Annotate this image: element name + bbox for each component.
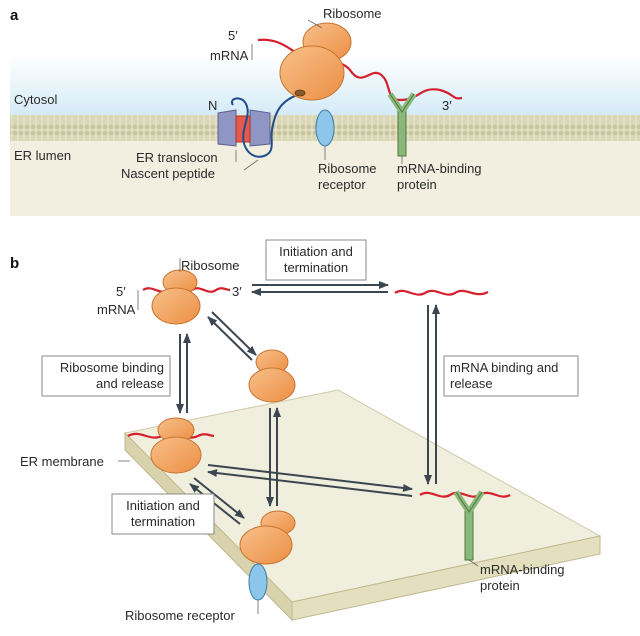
- arrow-free-to-bound: [207, 316, 253, 361]
- arrow-init-term-bottom-forward: [193, 477, 245, 519]
- panel-a-label: a: [10, 7, 19, 24]
- ribosome-binding-box: [41, 355, 171, 397]
- ribosome-label-b: Ribosome: [181, 258, 240, 273]
- ribosome-b-free: [248, 349, 296, 403]
- ribosome-receptor-label-b: Ribosome receptor: [125, 608, 235, 623]
- ribosome-receptor-label-1: Ribosome: [318, 161, 377, 176]
- arrow-membrane-reverse: [207, 469, 413, 497]
- ribosome-binding-label-2: and release: [96, 376, 164, 391]
- three-prime-label-a: 3′: [442, 98, 452, 113]
- mrna-binding-label-2: release: [450, 376, 493, 391]
- mrna-binding-protein-a: [387, 92, 417, 157]
- panel-b-label: b: [10, 255, 19, 272]
- er-translocon-label: ER translocon: [136, 150, 218, 165]
- mrna-label-a: mRNA: [210, 48, 249, 63]
- five-prime-label-a: 5′: [228, 28, 238, 43]
- mrna-binding-protein-label-b-1: mRNA-binding: [480, 562, 565, 577]
- arrow-init-term-bottom-reverse: [189, 483, 241, 525]
- arrow-release-to-free: [211, 311, 257, 356]
- ribosome-b-receptor: [239, 510, 296, 565]
- ribosome-receptor-a: [315, 109, 335, 147]
- init-term-top-label-2: termination: [284, 260, 348, 275]
- init-term-bottom-label-1: Initiation and: [126, 498, 200, 513]
- reaction-arrows: [176, 281, 440, 525]
- ribosome-receptor-b: [248, 563, 268, 601]
- ribosome-label-a: Ribosome: [323, 6, 382, 21]
- init-term-top-label-1: Initiation and: [279, 244, 353, 259]
- panel-b: b: [10, 239, 602, 623]
- init-term-top-box: [265, 239, 367, 281]
- mrna-binding-protein-label-1: mRNA-binding: [397, 161, 482, 176]
- mrna-strand-top-right: [394, 289, 489, 296]
- nascent-peptide-label: Nascent peptide: [121, 166, 215, 181]
- arrow-membrane-forward: [207, 464, 413, 492]
- n-terminus-label: N: [208, 98, 217, 113]
- ribosome-b-top: [151, 269, 201, 325]
- init-term-bottom-box: [111, 493, 215, 535]
- init-term-bottom-label-2: termination: [131, 514, 195, 529]
- mrna-binding-protein-label-2: protein: [397, 177, 437, 192]
- mrna-binding-protein-label-b-2: protein: [480, 578, 520, 593]
- er-translocon: [217, 109, 271, 147]
- mrna-strand-membrane-right: [419, 491, 511, 498]
- ribosome-a: [279, 22, 352, 101]
- five-prime-label-b: 5′: [116, 284, 126, 299]
- ribosome-receptor-label-2: receptor: [318, 177, 366, 192]
- ribosome-b-membrane-mrna: [150, 417, 202, 474]
- three-prime-label-b: 3′: [232, 284, 242, 299]
- er-lumen-label: ER lumen: [14, 148, 71, 163]
- panel-a: a Cytosol ER lumen N: [10, 6, 640, 216]
- nascent-peptide: [230, 93, 301, 158]
- cytosol-label: Cytosol: [14, 92, 57, 107]
- er-membrane-label: ER membrane: [20, 454, 104, 469]
- mrna-binding-box: [443, 355, 579, 397]
- ribosome-binding-label-1: Ribosome binding: [60, 360, 164, 375]
- mrna-binding-label-1: mRNA binding and: [450, 360, 558, 375]
- mrna-label-b: mRNA: [97, 302, 136, 317]
